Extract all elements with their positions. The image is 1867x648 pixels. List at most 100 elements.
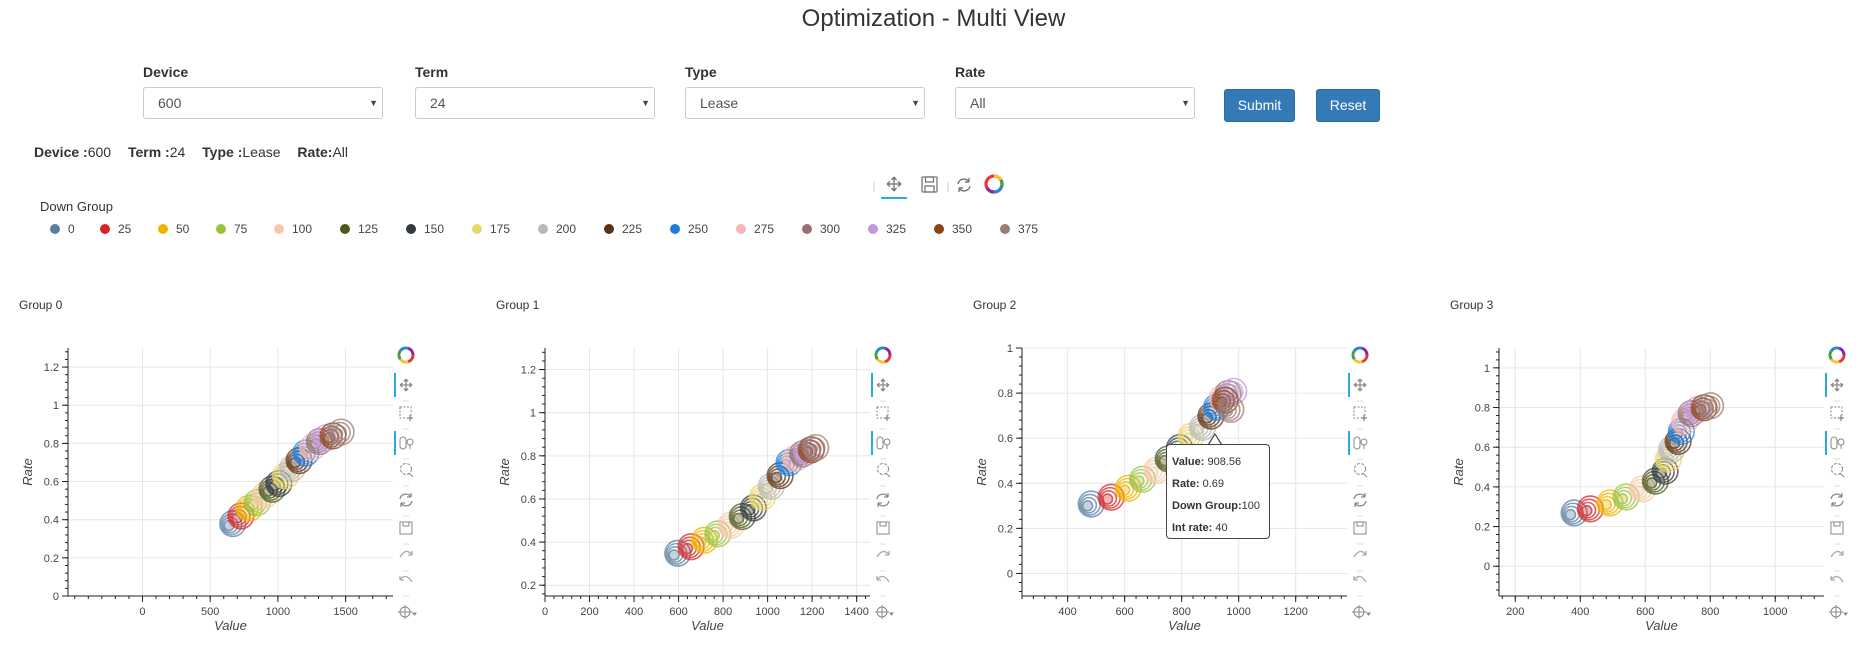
lasso-icon[interactable] <box>1354 463 1368 478</box>
lasso-icon[interactable] <box>877 463 891 478</box>
legend-item-25[interactable]: 25 <box>100 222 131 236</box>
redo-icon[interactable] <box>1830 575 1844 583</box>
box-zoom-icon[interactable] <box>876 406 890 421</box>
wheel-zoom-icon[interactable] <box>1348 431 1368 455</box>
box-zoom-icon[interactable] <box>399 406 413 421</box>
pan-icon[interactable] <box>1825 373 1844 397</box>
data-point-ring <box>1221 405 1234 417</box>
wheel-zoom-icon[interactable] <box>871 431 891 455</box>
save-icon[interactable] <box>1830 521 1844 535</box>
undo-icon[interactable] <box>399 550 413 558</box>
wheel-zoom-icon[interactable] <box>394 431 414 455</box>
legend-item-225[interactable]: 225 <box>604 222 642 236</box>
pan-icon[interactable] <box>1348 373 1367 397</box>
plot-area <box>68 348 393 596</box>
data-point[interactable] <box>1114 474 1142 502</box>
undo-icon[interactable] <box>1353 550 1367 558</box>
data-point-ring <box>1652 460 1675 483</box>
reset-icon[interactable] <box>957 178 971 192</box>
legend-item-350[interactable]: 350 <box>934 222 972 236</box>
reset-icon[interactable] <box>399 493 413 507</box>
legend-item-200[interactable]: 200 <box>538 222 576 236</box>
y-tick-label: 0 <box>53 591 59 603</box>
disk-glyph <box>1353 521 1367 535</box>
data-point[interactable] <box>1697 392 1725 420</box>
y-tick-label: 0.2 <box>1475 522 1490 534</box>
data-point-ring <box>1615 489 1633 507</box>
reset-icon[interactable] <box>1353 493 1367 507</box>
type-select[interactable]: Lease ▼ <box>685 87 925 119</box>
data-point-ring <box>728 502 756 531</box>
x-tick-label: 1200 <box>1283 606 1307 618</box>
data-point[interactable] <box>1217 395 1245 423</box>
legend-item-50[interactable]: 50 <box>158 222 189 236</box>
legend-item-250[interactable]: 250 <box>670 222 708 236</box>
plus-glyph <box>1361 415 1367 421</box>
legend-label: 125 <box>358 222 379 236</box>
tooltip-group-row: Down Group:100 <box>1172 495 1264 517</box>
scatter-plot-group-2[interactable]: 400 600 800 1000 1200 0 0.2 0.4 0.6 0.8 1 Value Rate <box>954 340 1374 645</box>
x-tick-label: 1000 <box>1763 606 1787 618</box>
logo-arc <box>1361 346 1369 356</box>
redo-glyph <box>1830 575 1844 583</box>
redo-icon[interactable] <box>876 575 890 583</box>
wheel-zoom-icon[interactable] <box>1825 431 1845 455</box>
pan-icon[interactable] <box>886 176 902 192</box>
x-tick-label: 800 <box>714 606 732 618</box>
legend-item-275[interactable]: 275 <box>736 222 774 236</box>
reset-icon[interactable] <box>1830 493 1844 507</box>
active-tool-indicator <box>1825 431 1827 455</box>
hover-icon[interactable] <box>875 605 894 619</box>
data-point-ring <box>1564 508 1577 521</box>
save-icon[interactable] <box>399 521 413 535</box>
save-icon[interactable] <box>876 521 890 535</box>
data-point[interactable] <box>802 433 830 462</box>
lasso-tail <box>1362 472 1368 478</box>
pan-icon[interactable] <box>871 373 890 397</box>
data-point-ring <box>1080 496 1098 514</box>
rate-select[interactable]: All ▼ <box>955 87 1195 119</box>
legend-label: 0 <box>68 222 75 236</box>
legend-label: 275 <box>754 222 775 236</box>
legend-item-325[interactable]: 325 <box>868 222 906 236</box>
submit-button[interactable]: Submit <box>1224 89 1295 122</box>
reset-button[interactable]: Reset <box>1316 89 1380 122</box>
redo-icon[interactable] <box>399 575 413 583</box>
legend-item-75[interactable]: 75 <box>216 222 247 236</box>
legend-item-175[interactable]: 175 <box>472 222 510 236</box>
undo-icon[interactable] <box>1830 550 1844 558</box>
box-zoom-icon[interactable] <box>1353 406 1367 421</box>
x-tick-label: 1000 <box>1226 606 1250 618</box>
scatter-plot-group-1[interactable]: 0 200 400 600 800 1000 1200 1400 0.2 0.4 0.6 0.8 1 1.… <box>477 340 897 645</box>
lasso-icon[interactable] <box>1831 463 1845 478</box>
term-select[interactable]: 24 ▼ <box>415 87 655 119</box>
type-label: Type <box>685 64 717 80</box>
box-zoom-icon[interactable] <box>1830 406 1844 421</box>
tooltip-value: 908.56 <box>1207 456 1242 468</box>
legend-item-300[interactable]: 300 <box>802 222 840 236</box>
hover-icon[interactable] <box>398 605 417 619</box>
pan-icon[interactable] <box>394 373 413 397</box>
y-tick-label: 0.2 <box>998 523 1013 535</box>
save-icon[interactable] <box>1353 521 1367 535</box>
hover-icon[interactable] <box>1829 605 1848 619</box>
scatter-plot-group-0[interactable]: 0 500 1000 1500 0 0.2 0.4 0.6 0.8 1 1.2 Value Rate <box>0 340 420 645</box>
scatter-plot-group-3[interactable]: 200 400 600 800 1000 0 0.2 0.4 0.6 0.8 1 Value Rate <box>1431 340 1851 645</box>
legend-item-0[interactable]: 0 <box>50 222 75 236</box>
x-tick-label: 600 <box>669 606 687 618</box>
y-tick-label: 0.4 <box>998 478 1013 490</box>
legend-item-100[interactable]: 100 <box>274 222 312 236</box>
undo-icon[interactable] <box>876 550 890 558</box>
device-select[interactable]: 600 ▼ <box>143 87 383 119</box>
reset-icon[interactable] <box>876 493 890 507</box>
data-point[interactable] <box>327 418 355 446</box>
legend-item-150[interactable]: 150 <box>406 222 444 236</box>
hover-icon[interactable] <box>1352 605 1371 619</box>
legend-item-375[interactable]: 375 <box>1000 222 1038 236</box>
legend-item-125[interactable]: 125 <box>340 222 378 236</box>
lasso-icon[interactable] <box>400 463 414 478</box>
tooltip-group-label: Down Group: <box>1172 500 1242 512</box>
bokeh-logo-icon <box>984 174 1004 194</box>
save-icon[interactable] <box>921 176 938 193</box>
redo-icon[interactable] <box>1353 575 1367 583</box>
